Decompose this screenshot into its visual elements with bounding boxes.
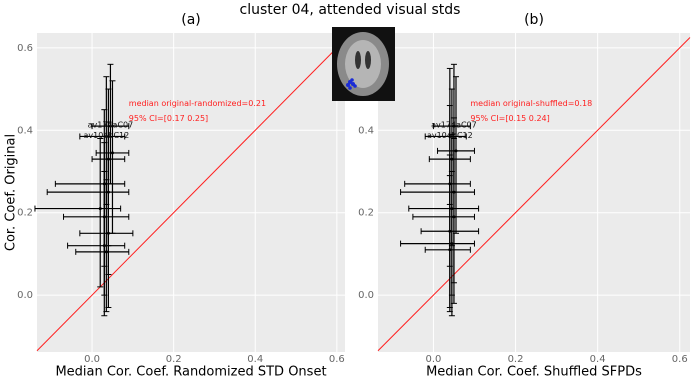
x-tick-label: 0.0	[84, 354, 100, 365]
y-tick-label: 0.2	[17, 208, 33, 219]
panel-label: (a)	[181, 12, 201, 28]
annotation: 95% CI=[0.15 0.24]	[470, 114, 549, 123]
x-tick-label: 0.4	[590, 354, 606, 365]
point	[102, 244, 106, 248]
point	[106, 231, 110, 235]
annotation: median original-shuffled=0.18	[470, 99, 592, 108]
point-label: av174aC07	[88, 121, 134, 130]
brain-image	[332, 27, 395, 101]
y-tick-label: 0.0	[358, 290, 374, 301]
y-tick-label: 0.4	[17, 125, 33, 136]
annotation: 95% CI=[0.17 0.25]	[129, 114, 208, 123]
panel-label: (b)	[524, 12, 544, 28]
y-axis-title: Cor. Coef. Original	[4, 134, 19, 251]
y-tick-label: 0.4	[358, 125, 374, 136]
x-axis-title: Median Cor. Coef. Shuffled SFPDs	[426, 365, 642, 380]
point	[104, 250, 108, 254]
point	[108, 124, 112, 128]
point	[110, 151, 114, 155]
point	[450, 242, 454, 246]
x-tick-label: 0.0	[425, 354, 441, 365]
point	[448, 248, 452, 252]
y-tick-label: 0.0	[17, 290, 33, 301]
point-label: av104bC12	[83, 131, 129, 140]
identity-line	[377, 37, 691, 352]
identity-line	[36, 39, 346, 352]
y-tick-label: 0.2	[358, 208, 374, 219]
x-tick-label: 0.4	[247, 354, 263, 365]
x-axis-title: Median Cor. Coef. Randomized STD Onset	[55, 365, 326, 380]
annotation: median original-randomized=0.21	[129, 99, 266, 108]
figure-title: cluster 04, attended visual stds	[240, 2, 461, 18]
x-tick-label: 0.6	[672, 354, 688, 365]
x-tick-label: 0.2	[508, 354, 524, 365]
point	[452, 215, 456, 219]
y-tick-label: 0.6	[17, 43, 33, 54]
x-tick-label: 0.6	[329, 354, 345, 365]
point	[104, 134, 108, 138]
point	[98, 207, 102, 211]
point	[454, 149, 458, 153]
x-tick-label: 0.2	[166, 354, 182, 365]
